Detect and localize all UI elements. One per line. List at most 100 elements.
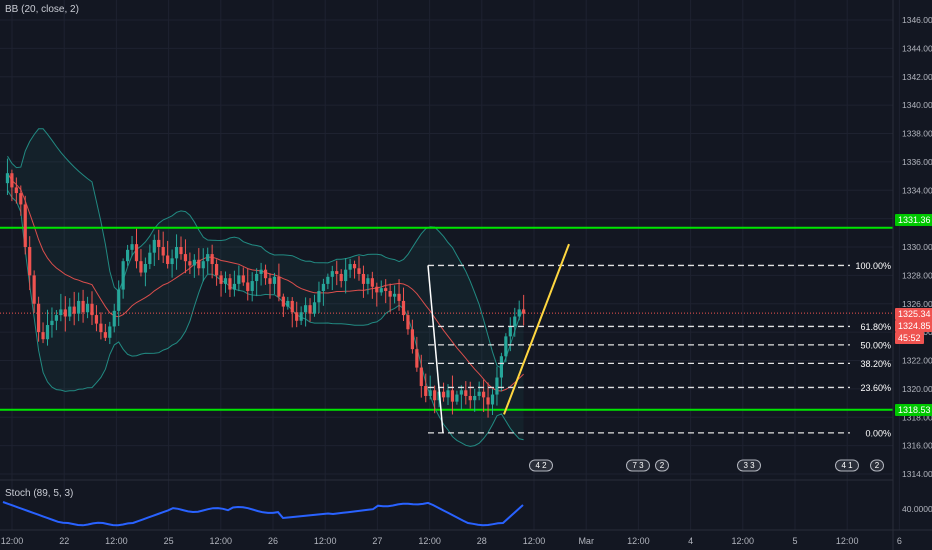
candle-body [441,391,446,398]
candle-body [41,332,45,340]
candle-body [85,303,90,313]
candle-body [241,275,245,283]
candle-body [419,367,423,387]
candle-body [192,259,196,266]
time-axis[interactable]: 12:00 22 12:00 25 12:00 26 12:00 27 12:00 28 12:00… [1,536,902,546]
event-marker [870,459,884,472]
event-marker [655,459,669,472]
candle-body [63,309,67,317]
candle-body [321,283,325,291]
bb-upper [7,128,525,369]
candle-body [50,320,54,326]
candle-body [379,288,383,293]
bb-indicator-title[interactable]: BB (20, close, 2) [5,4,79,15]
time-tick-label: 12:00 [418,536,441,546]
candle-body [174,247,179,259]
candle-body [99,323,103,333]
candle-body [295,312,299,321]
candle-body [10,173,14,188]
candle-body [464,390,468,396]
time-tick-label: 28 [477,536,487,546]
candle-body [290,300,294,313]
event-markers[interactable]: 4 2 7 3 2 3 3 4 1 2 [529,459,884,472]
candle-body [250,281,254,291]
candle-body [77,300,81,314]
bb-channel [7,128,524,447]
candle-body [246,282,250,291]
candle-body [228,278,232,290]
candle-body [108,326,112,338]
candle-body [157,239,161,247]
candle-body [121,261,125,290]
candle-body [130,244,134,250]
candle-body [308,305,312,314]
candle-body [490,394,495,405]
candle-body [281,296,285,307]
candle-body [272,276,277,284]
candle-body [486,397,490,405]
candle-body [210,254,214,265]
candle-body [455,394,459,402]
event-marker-label: 7 3 [632,461,644,470]
candlesticks [5,158,526,418]
fib-level-label: 50.00% [860,340,891,350]
candle-body [179,247,183,255]
lower-level-price-label: 1318.53 [895,404,932,416]
swing-line [427,265,444,433]
candle-body [513,316,517,327]
candle-body [161,247,165,256]
candle-body [103,332,107,338]
candle-body [366,278,370,284]
fibonacci-retracement[interactable]: 100.00% 61.80% 50.00% 38.20% 23.60% 0.00% [428,261,891,438]
candle-body [112,310,116,327]
time-tick-label: 22 [59,536,69,546]
time-tick-label: 6 [897,536,902,546]
trend-lines[interactable] [427,243,570,433]
event-marker-label: 4 2 [535,461,547,470]
candle-body [94,315,99,324]
candle-body [304,305,308,313]
time-tick-label: 5 [792,536,797,546]
candle-body [428,390,432,396]
fib-level-label: 38.20% [860,359,891,369]
event-marker-label: 2 [875,461,880,470]
candle-body [143,264,147,273]
stochastic-line [2,501,524,527]
candle-body [23,204,27,247]
candle-body [206,254,210,262]
candle-body [352,264,357,269]
candle-body [19,193,23,205]
candle-body [499,356,503,378]
candle-body [312,302,317,314]
time-tick-label: 12:00 [314,536,337,546]
stoch-indicator-title[interactable]: Stoch (89, 5, 3) [5,488,74,499]
candle-body [384,288,388,291]
candle-body [370,278,374,287]
fib-level-label: 0.00% [865,428,891,438]
candle-body [450,390,455,402]
bar-countdown-label: 45:52 [895,332,924,344]
bollinger-band-fill [7,128,524,447]
candle-body [522,309,526,314]
candle-body [415,349,419,368]
candle-body [508,326,512,337]
current-price-label: 1325.34 [895,308,932,320]
fib-level-label: 23.60% [860,383,891,393]
candle-body [299,312,303,321]
candle-body [326,276,330,284]
candle-body [117,289,121,311]
support-resistance-lines[interactable] [0,226,893,411]
candle-body [197,259,201,269]
stoch-k-line [2,501,524,527]
price-tick-label: 1344.00 [902,43,932,53]
event-marker-label: 2 [660,461,665,470]
grid-lines [0,0,900,530]
price-tick-label: 1340.00 [902,100,932,110]
candle-body [375,286,379,293]
event-marker-label: 4 1 [841,461,853,470]
candle-body [401,300,406,316]
candle-body [255,273,259,282]
candle-body [201,261,205,269]
price-tick-label: 1326.00 [902,299,932,309]
